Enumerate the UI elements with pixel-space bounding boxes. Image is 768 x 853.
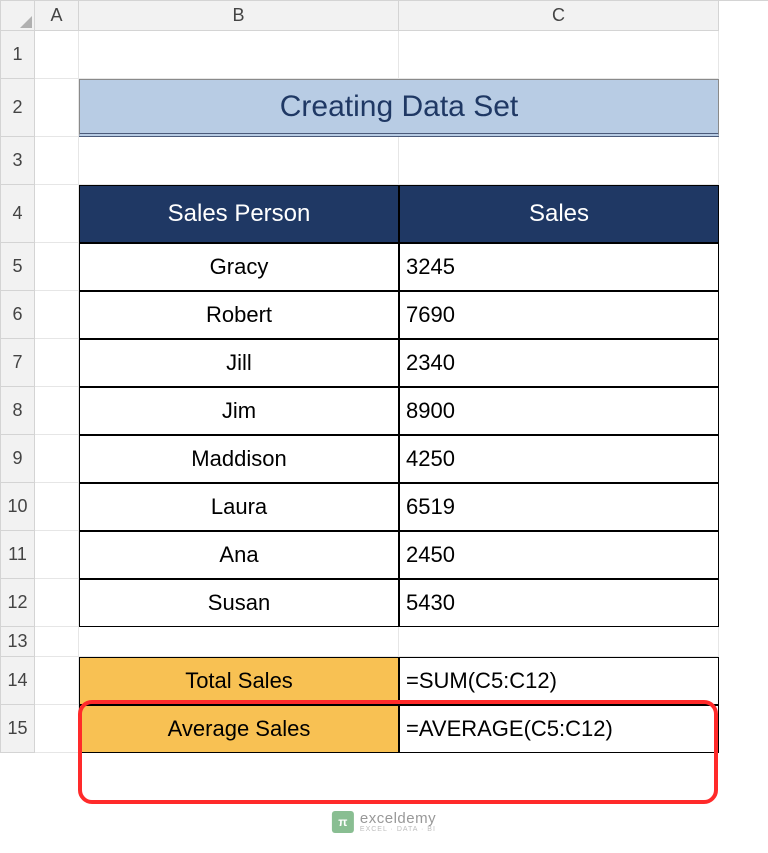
cell-sales-6[interactable]: 2450 <box>399 531 719 579</box>
col-header-A[interactable]: A <box>35 1 79 31</box>
table-header-sales[interactable]: Sales <box>399 185 719 243</box>
cell-A14[interactable] <box>35 657 79 705</box>
cell-A9[interactable] <box>35 435 79 483</box>
cell-B1[interactable] <box>79 31 399 79</box>
row-header-9[interactable]: 9 <box>1 435 35 483</box>
title-cell[interactable]: Creating Data Set <box>79 79 719 137</box>
row-header-12[interactable]: 12 <box>1 579 35 627</box>
cell-A6[interactable] <box>35 291 79 339</box>
watermark-brand: exceldemy <box>360 811 436 826</box>
row-header-15[interactable]: 15 <box>1 705 35 753</box>
select-all-corner[interactable] <box>1 1 35 31</box>
cell-A11[interactable] <box>35 531 79 579</box>
cell-A13[interactable] <box>35 627 79 657</box>
cell-A4[interactable] <box>35 185 79 243</box>
row-header-14[interactable]: 14 <box>1 657 35 705</box>
cell-person-4[interactable]: Maddison <box>79 435 399 483</box>
row-header-4[interactable]: 4 <box>1 185 35 243</box>
cell-sales-5[interactable]: 6519 <box>399 483 719 531</box>
cell-A7[interactable] <box>35 339 79 387</box>
cell-A1[interactable] <box>35 31 79 79</box>
row-header-11[interactable]: 11 <box>1 531 35 579</box>
avg-sales-formula[interactable]: =AVERAGE(C5:C12) <box>399 705 719 753</box>
cell-sales-4[interactable]: 4250 <box>399 435 719 483</box>
cell-A8[interactable] <box>35 387 79 435</box>
table-header-person[interactable]: Sales Person <box>79 185 399 243</box>
watermark-icon: π <box>332 811 354 833</box>
cell-B3[interactable] <box>79 137 399 185</box>
cell-B13[interactable] <box>79 627 399 657</box>
cell-person-2[interactable]: Jill <box>79 339 399 387</box>
row-header-7[interactable]: 7 <box>1 339 35 387</box>
avg-sales-label[interactable]: Average Sales <box>79 705 399 753</box>
cell-sales-7[interactable]: 5430 <box>399 579 719 627</box>
cell-sales-3[interactable]: 8900 <box>399 387 719 435</box>
cell-A5[interactable] <box>35 243 79 291</box>
cell-A3[interactable] <box>35 137 79 185</box>
cell-person-0[interactable]: Gracy <box>79 243 399 291</box>
row-header-1[interactable]: 1 <box>1 31 35 79</box>
cell-C13[interactable] <box>399 627 719 657</box>
row-header-10[interactable]: 10 <box>1 483 35 531</box>
cell-sales-0[interactable]: 3245 <box>399 243 719 291</box>
cell-person-1[interactable]: Robert <box>79 291 399 339</box>
col-header-B[interactable]: B <box>79 1 399 31</box>
row-header-6[interactable]: 6 <box>1 291 35 339</box>
row-header-13[interactable]: 13 <box>1 627 35 657</box>
cell-sales-2[interactable]: 2340 <box>399 339 719 387</box>
cell-A10[interactable] <box>35 483 79 531</box>
total-sales-label[interactable]: Total Sales <box>79 657 399 705</box>
watermark: π exceldemy EXCEL · DATA · BI <box>332 811 436 833</box>
row-header-5[interactable]: 5 <box>1 243 35 291</box>
cell-sales-1[interactable]: 7690 <box>399 291 719 339</box>
row-header-3[interactable]: 3 <box>1 137 35 185</box>
watermark-tag: EXCEL · DATA · BI <box>360 826 436 833</box>
row-header-2[interactable]: 2 <box>1 79 35 137</box>
cell-A12[interactable] <box>35 579 79 627</box>
total-sales-formula[interactable]: =SUM(C5:C12) <box>399 657 719 705</box>
cell-person-5[interactable]: Laura <box>79 483 399 531</box>
spreadsheet-grid: A B C 1 2 3 4 5 6 7 8 9 10 11 12 13 14 1… <box>0 0 768 753</box>
col-header-C[interactable]: C <box>399 1 719 31</box>
cell-C3[interactable] <box>399 137 719 185</box>
cell-person-7[interactable]: Susan <box>79 579 399 627</box>
cell-A15[interactable] <box>35 705 79 753</box>
cell-C1[interactable] <box>399 31 719 79</box>
cell-person-3[interactable]: Jim <box>79 387 399 435</box>
cell-A2[interactable] <box>35 79 79 137</box>
cell-person-6[interactable]: Ana <box>79 531 399 579</box>
row-header-8[interactable]: 8 <box>1 387 35 435</box>
